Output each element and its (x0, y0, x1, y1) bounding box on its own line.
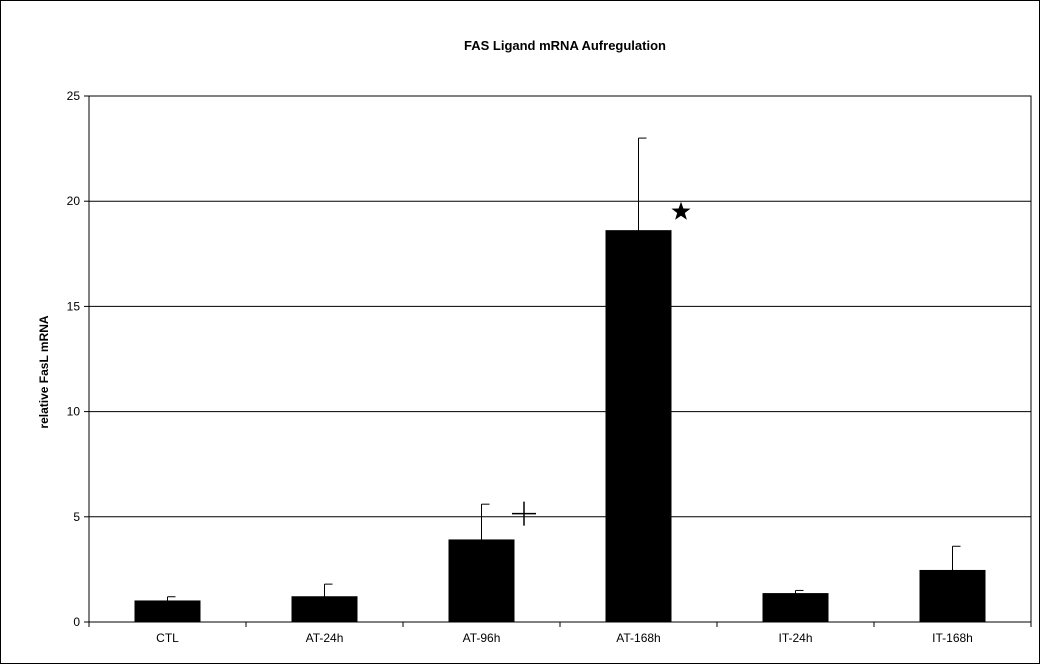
bar (762, 593, 829, 623)
bar (605, 230, 672, 623)
bars (134, 137, 986, 623)
y-tick-label: 15 (67, 299, 81, 313)
tick-labels: 0 5 10 15 20 25 CTL AT-24h AT-96h AT-168h IT-24h IT… (67, 89, 973, 645)
x-tick-label: CTL (156, 631, 179, 645)
bar (448, 539, 515, 623)
star-icon (671, 201, 691, 220)
y-axis-label: relative FasL mRNA (37, 315, 51, 428)
bar (919, 569, 986, 623)
x-tick-label: AT-96h (463, 631, 501, 645)
x-tick-label: AT-168h (616, 631, 660, 645)
y-tick-label: 5 (73, 510, 80, 524)
x-tick-label: AT-24h (306, 631, 344, 645)
x-tick-label: IT-168h (932, 631, 973, 645)
x-tick-label: IT-24h (778, 631, 812, 645)
bar (291, 596, 358, 623)
y-tick-label: 0 (73, 615, 80, 629)
plot-area-border (88, 95, 1032, 623)
annotations (512, 201, 691, 526)
gridlines (89, 200, 1031, 518)
chart-title: FAS Ligand mRNA Aufregulation (464, 38, 666, 53)
axes (84, 95, 1032, 627)
y-tick-label: 20 (67, 194, 81, 208)
plus-icon (512, 501, 536, 526)
y-tick-label: 10 (67, 405, 81, 419)
y-tick-label: 25 (67, 89, 81, 103)
bar (134, 600, 201, 623)
